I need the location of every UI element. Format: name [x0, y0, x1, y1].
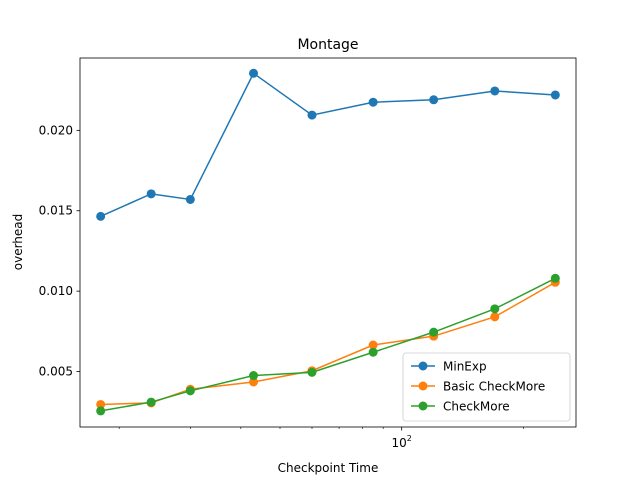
legend-label: Basic CheckMore — [443, 380, 545, 394]
data-point — [368, 97, 378, 107]
legend-marker — [418, 401, 428, 411]
data-point — [490, 312, 500, 322]
legend-item: MinExp — [411, 360, 487, 374]
data-point — [307, 110, 317, 120]
data-point — [368, 340, 378, 350]
data-point — [368, 347, 378, 357]
data-point — [185, 386, 195, 396]
x-tick-label-exponent: 2 — [407, 434, 412, 443]
data-point — [429, 327, 439, 337]
x-ticks: 102 — [118, 427, 524, 450]
data-point — [185, 194, 195, 204]
data-point — [249, 371, 259, 381]
legend-box — [402, 352, 571, 422]
data-point — [307, 367, 317, 377]
data-point — [249, 68, 259, 78]
data-point — [550, 90, 560, 100]
y-ticks: 0.005 0.010 0.015 0.020 — [39, 123, 80, 379]
legend-item: CheckMore — [411, 400, 510, 414]
legend-marker — [418, 361, 428, 371]
legend: MinExp Basic CheckMore CheckMore — [402, 352, 571, 422]
x-axis-label: Checkpoint Time — [278, 461, 379, 475]
data-point — [96, 399, 106, 409]
y-tick-label: 0.010 — [39, 284, 73, 298]
y-tick-label: 0.005 — [39, 365, 73, 379]
legend-marker — [418, 381, 428, 391]
y-tick-label: 0.020 — [39, 123, 73, 137]
x-tick-label: 102 — [391, 434, 411, 450]
data-point — [96, 211, 106, 221]
series-layer — [96, 68, 560, 416]
y-axis-label: overhead — [11, 214, 25, 271]
data-point — [490, 86, 500, 96]
chart-title: Montage — [297, 37, 358, 53]
series-checkmore — [96, 273, 560, 416]
data-point — [146, 189, 156, 199]
data-point — [249, 377, 259, 387]
plot-frame — [79, 57, 577, 428]
series-minexp — [96, 68, 560, 221]
legend-label: CheckMore — [443, 400, 510, 414]
y-tick-label: 0.015 — [39, 204, 73, 218]
data-point — [429, 95, 439, 105]
legend-label: MinExp — [443, 360, 487, 374]
data-point — [146, 397, 156, 407]
x-tick-label-base: 10 — [391, 436, 406, 450]
data-point — [550, 273, 560, 283]
data-point — [96, 406, 106, 416]
data-point — [490, 304, 500, 314]
legend-item: Basic CheckMore — [411, 380, 545, 394]
